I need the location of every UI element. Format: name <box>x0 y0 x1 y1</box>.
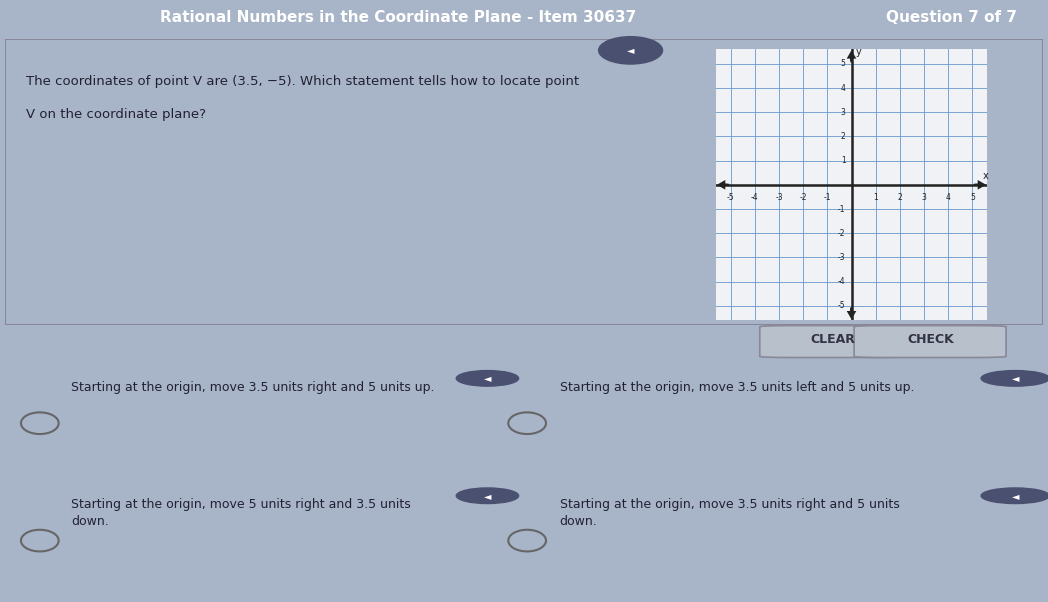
Circle shape <box>456 488 519 503</box>
FancyArrow shape <box>849 308 854 317</box>
Text: -2: -2 <box>800 193 807 202</box>
Text: -3: -3 <box>837 253 846 262</box>
Text: ◄: ◄ <box>1011 373 1019 383</box>
Text: Starting at the origin, move 3.5 units left and 5 units up.: Starting at the origin, move 3.5 units l… <box>560 380 914 394</box>
Text: -1: -1 <box>838 205 846 214</box>
Text: -2: -2 <box>838 229 846 238</box>
Text: ◄: ◄ <box>484 373 492 383</box>
FancyBboxPatch shape <box>760 326 907 358</box>
FancyArrow shape <box>719 182 728 188</box>
Text: 5: 5 <box>970 193 975 202</box>
Text: Starting at the origin, move 3.5 units right and 5 units up.: Starting at the origin, move 3.5 units r… <box>71 380 435 394</box>
FancyArrow shape <box>849 52 854 61</box>
Text: Question 7 of 7: Question 7 of 7 <box>886 10 1017 25</box>
Text: 2: 2 <box>840 132 846 141</box>
Text: -5: -5 <box>837 301 846 310</box>
Text: 1: 1 <box>873 193 878 202</box>
Text: ◄: ◄ <box>627 45 634 55</box>
Text: ◄: ◄ <box>484 491 492 501</box>
Text: ◄: ◄ <box>1011 491 1019 501</box>
Text: CLEAR: CLEAR <box>811 334 855 346</box>
Text: 3: 3 <box>840 108 846 117</box>
FancyArrow shape <box>975 182 984 188</box>
FancyBboxPatch shape <box>854 326 1006 358</box>
Text: 3: 3 <box>921 193 926 202</box>
Text: x: x <box>983 172 988 181</box>
Text: -1: -1 <box>824 193 831 202</box>
Text: CHECK: CHECK <box>908 334 954 346</box>
Circle shape <box>598 37 662 64</box>
FancyBboxPatch shape <box>5 39 1043 325</box>
Text: 2: 2 <box>897 193 902 202</box>
Text: Starting at the origin, move 3.5 units right and 5 units
down.: Starting at the origin, move 3.5 units r… <box>560 498 899 528</box>
Circle shape <box>981 488 1048 503</box>
Text: The coordinates of point V are (3.5, −5). Which statement tells how to locate po: The coordinates of point V are (3.5, −5)… <box>26 75 580 88</box>
Text: -4: -4 <box>837 277 846 286</box>
Circle shape <box>456 371 519 386</box>
Text: Starting at the origin, move 5 units right and 3.5 units
down.: Starting at the origin, move 5 units rig… <box>71 498 411 528</box>
Text: V on the coordinate plane?: V on the coordinate plane? <box>26 108 206 121</box>
Text: 4: 4 <box>840 84 846 93</box>
Text: 4: 4 <box>945 193 951 202</box>
Text: -3: -3 <box>776 193 783 202</box>
Text: y: y <box>856 47 861 57</box>
Circle shape <box>981 371 1048 386</box>
Text: 5: 5 <box>840 60 846 69</box>
Text: -4: -4 <box>751 193 759 202</box>
Text: 1: 1 <box>840 156 846 165</box>
Text: -5: -5 <box>726 193 735 202</box>
Text: Rational Numbers in the Coordinate Plane - Item 30637: Rational Numbers in the Coordinate Plane… <box>160 10 636 25</box>
